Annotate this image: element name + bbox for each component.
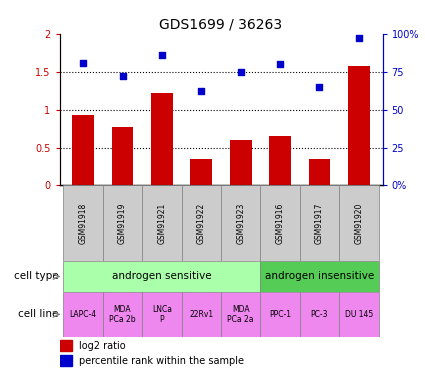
Bar <box>230 140 252 186</box>
Bar <box>300 186 339 261</box>
Text: log2 ratio: log2 ratio <box>79 340 125 351</box>
Bar <box>181 292 221 337</box>
Bar <box>221 292 261 337</box>
Text: LAPC-4: LAPC-4 <box>70 310 97 319</box>
Bar <box>269 136 291 186</box>
Text: cell type: cell type <box>14 272 59 282</box>
Text: MDA
PCa 2b: MDA PCa 2b <box>109 305 136 324</box>
Text: GSM91919: GSM91919 <box>118 203 127 244</box>
Text: GSM91920: GSM91920 <box>354 203 363 244</box>
Bar <box>142 292 181 337</box>
Text: GSM91918: GSM91918 <box>79 203 88 244</box>
Text: GSM91921: GSM91921 <box>157 203 167 244</box>
Bar <box>63 292 103 337</box>
Text: LNCa
P: LNCa P <box>152 305 172 324</box>
Text: cell line: cell line <box>18 309 59 320</box>
Bar <box>181 186 221 261</box>
Bar <box>142 186 181 261</box>
Bar <box>103 186 142 261</box>
Bar <box>60 356 72 366</box>
Bar <box>261 261 379 292</box>
Text: MDA
PCa 2a: MDA PCa 2a <box>227 305 254 324</box>
Point <box>119 73 126 79</box>
Bar <box>348 66 370 186</box>
Text: androgen insensitive: androgen insensitive <box>265 272 374 282</box>
Bar <box>63 261 261 292</box>
Text: GSM91916: GSM91916 <box>275 203 285 244</box>
Bar <box>339 186 379 261</box>
Text: androgen sensitive: androgen sensitive <box>112 272 212 282</box>
Bar <box>309 159 330 186</box>
Text: PPC-1: PPC-1 <box>269 310 291 319</box>
Title: GDS1699 / 36263: GDS1699 / 36263 <box>159 17 283 31</box>
Bar <box>190 159 212 186</box>
Text: 22Rv1: 22Rv1 <box>189 310 213 319</box>
Point <box>355 35 362 41</box>
Bar <box>112 127 133 186</box>
Bar <box>60 340 72 351</box>
Bar <box>72 115 94 186</box>
Point <box>316 84 323 90</box>
Point <box>237 69 244 75</box>
Bar <box>151 93 173 186</box>
Point <box>159 52 165 58</box>
Point <box>198 88 205 94</box>
Bar <box>339 292 379 337</box>
Bar <box>221 186 261 261</box>
Bar <box>300 292 339 337</box>
Point <box>80 60 87 66</box>
Text: GSM91917: GSM91917 <box>315 203 324 244</box>
Text: GSM91922: GSM91922 <box>197 203 206 244</box>
Point <box>277 61 283 67</box>
Text: percentile rank within the sample: percentile rank within the sample <box>79 356 244 366</box>
Bar <box>261 292 300 337</box>
Text: DU 145: DU 145 <box>345 310 373 319</box>
Text: GSM91923: GSM91923 <box>236 203 245 244</box>
Bar <box>261 186 300 261</box>
Text: PC-3: PC-3 <box>311 310 328 319</box>
Bar <box>63 186 103 261</box>
Bar <box>103 292 142 337</box>
